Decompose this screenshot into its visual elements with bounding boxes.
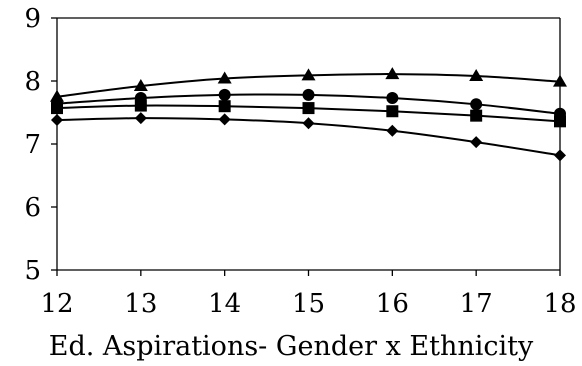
triangle-marker (385, 67, 400, 80)
y-tick-label: 9 (24, 4, 41, 34)
triangle-marker (217, 71, 232, 84)
diamond-marker (470, 136, 483, 149)
triangle-marker (133, 79, 148, 92)
circle-marker (302, 88, 315, 101)
x-tick-labels: 12 13 14 15 16 17 18 (40, 289, 576, 319)
square-marker (302, 102, 315, 115)
y-tick-label: 6 (24, 193, 41, 223)
x-tick-label: 13 (124, 289, 157, 319)
series-square (51, 99, 566, 128)
diamond-marker (134, 112, 147, 125)
square-marker (51, 102, 63, 115)
y-tick-marks (51, 17, 57, 271)
square-marker (554, 115, 566, 128)
triangle-marker (553, 74, 567, 87)
series-group (50, 67, 567, 162)
square-marker (218, 100, 231, 113)
diamond-marker (554, 149, 566, 162)
x-tick-marks (56, 270, 561, 276)
series-diamond (51, 112, 566, 162)
y-tick-label: 7 (24, 130, 41, 160)
square-marker (470, 109, 483, 122)
y-tick-label: 8 (24, 67, 41, 97)
x-tick-label: 16 (376, 289, 409, 319)
y-tick-labels: 5 6 7 8 9 (24, 4, 41, 286)
triangle-marker (469, 68, 484, 81)
square-marker (134, 99, 147, 112)
triangle-marker (301, 68, 316, 81)
diamond-marker (218, 113, 231, 126)
series-triangle (50, 67, 567, 102)
y-tick-label: 5 (24, 256, 41, 286)
x-tick-label: 17 (460, 289, 493, 319)
x-tick-label: 12 (40, 289, 73, 319)
circle-marker (470, 98, 483, 111)
x-tick-label: 14 (208, 289, 241, 319)
circle-marker (218, 88, 231, 101)
x-tick-label: 18 (543, 289, 576, 319)
diamond-marker (386, 124, 399, 137)
square-marker (386, 105, 399, 118)
x-axis-title: Ed. Aspirations- Gender x Ethnicity (49, 331, 534, 362)
x-tick-label: 15 (292, 289, 325, 319)
circle-marker (386, 92, 399, 105)
diamond-marker (302, 117, 315, 130)
diamond-marker (51, 114, 63, 127)
triangle-marker (50, 89, 64, 102)
